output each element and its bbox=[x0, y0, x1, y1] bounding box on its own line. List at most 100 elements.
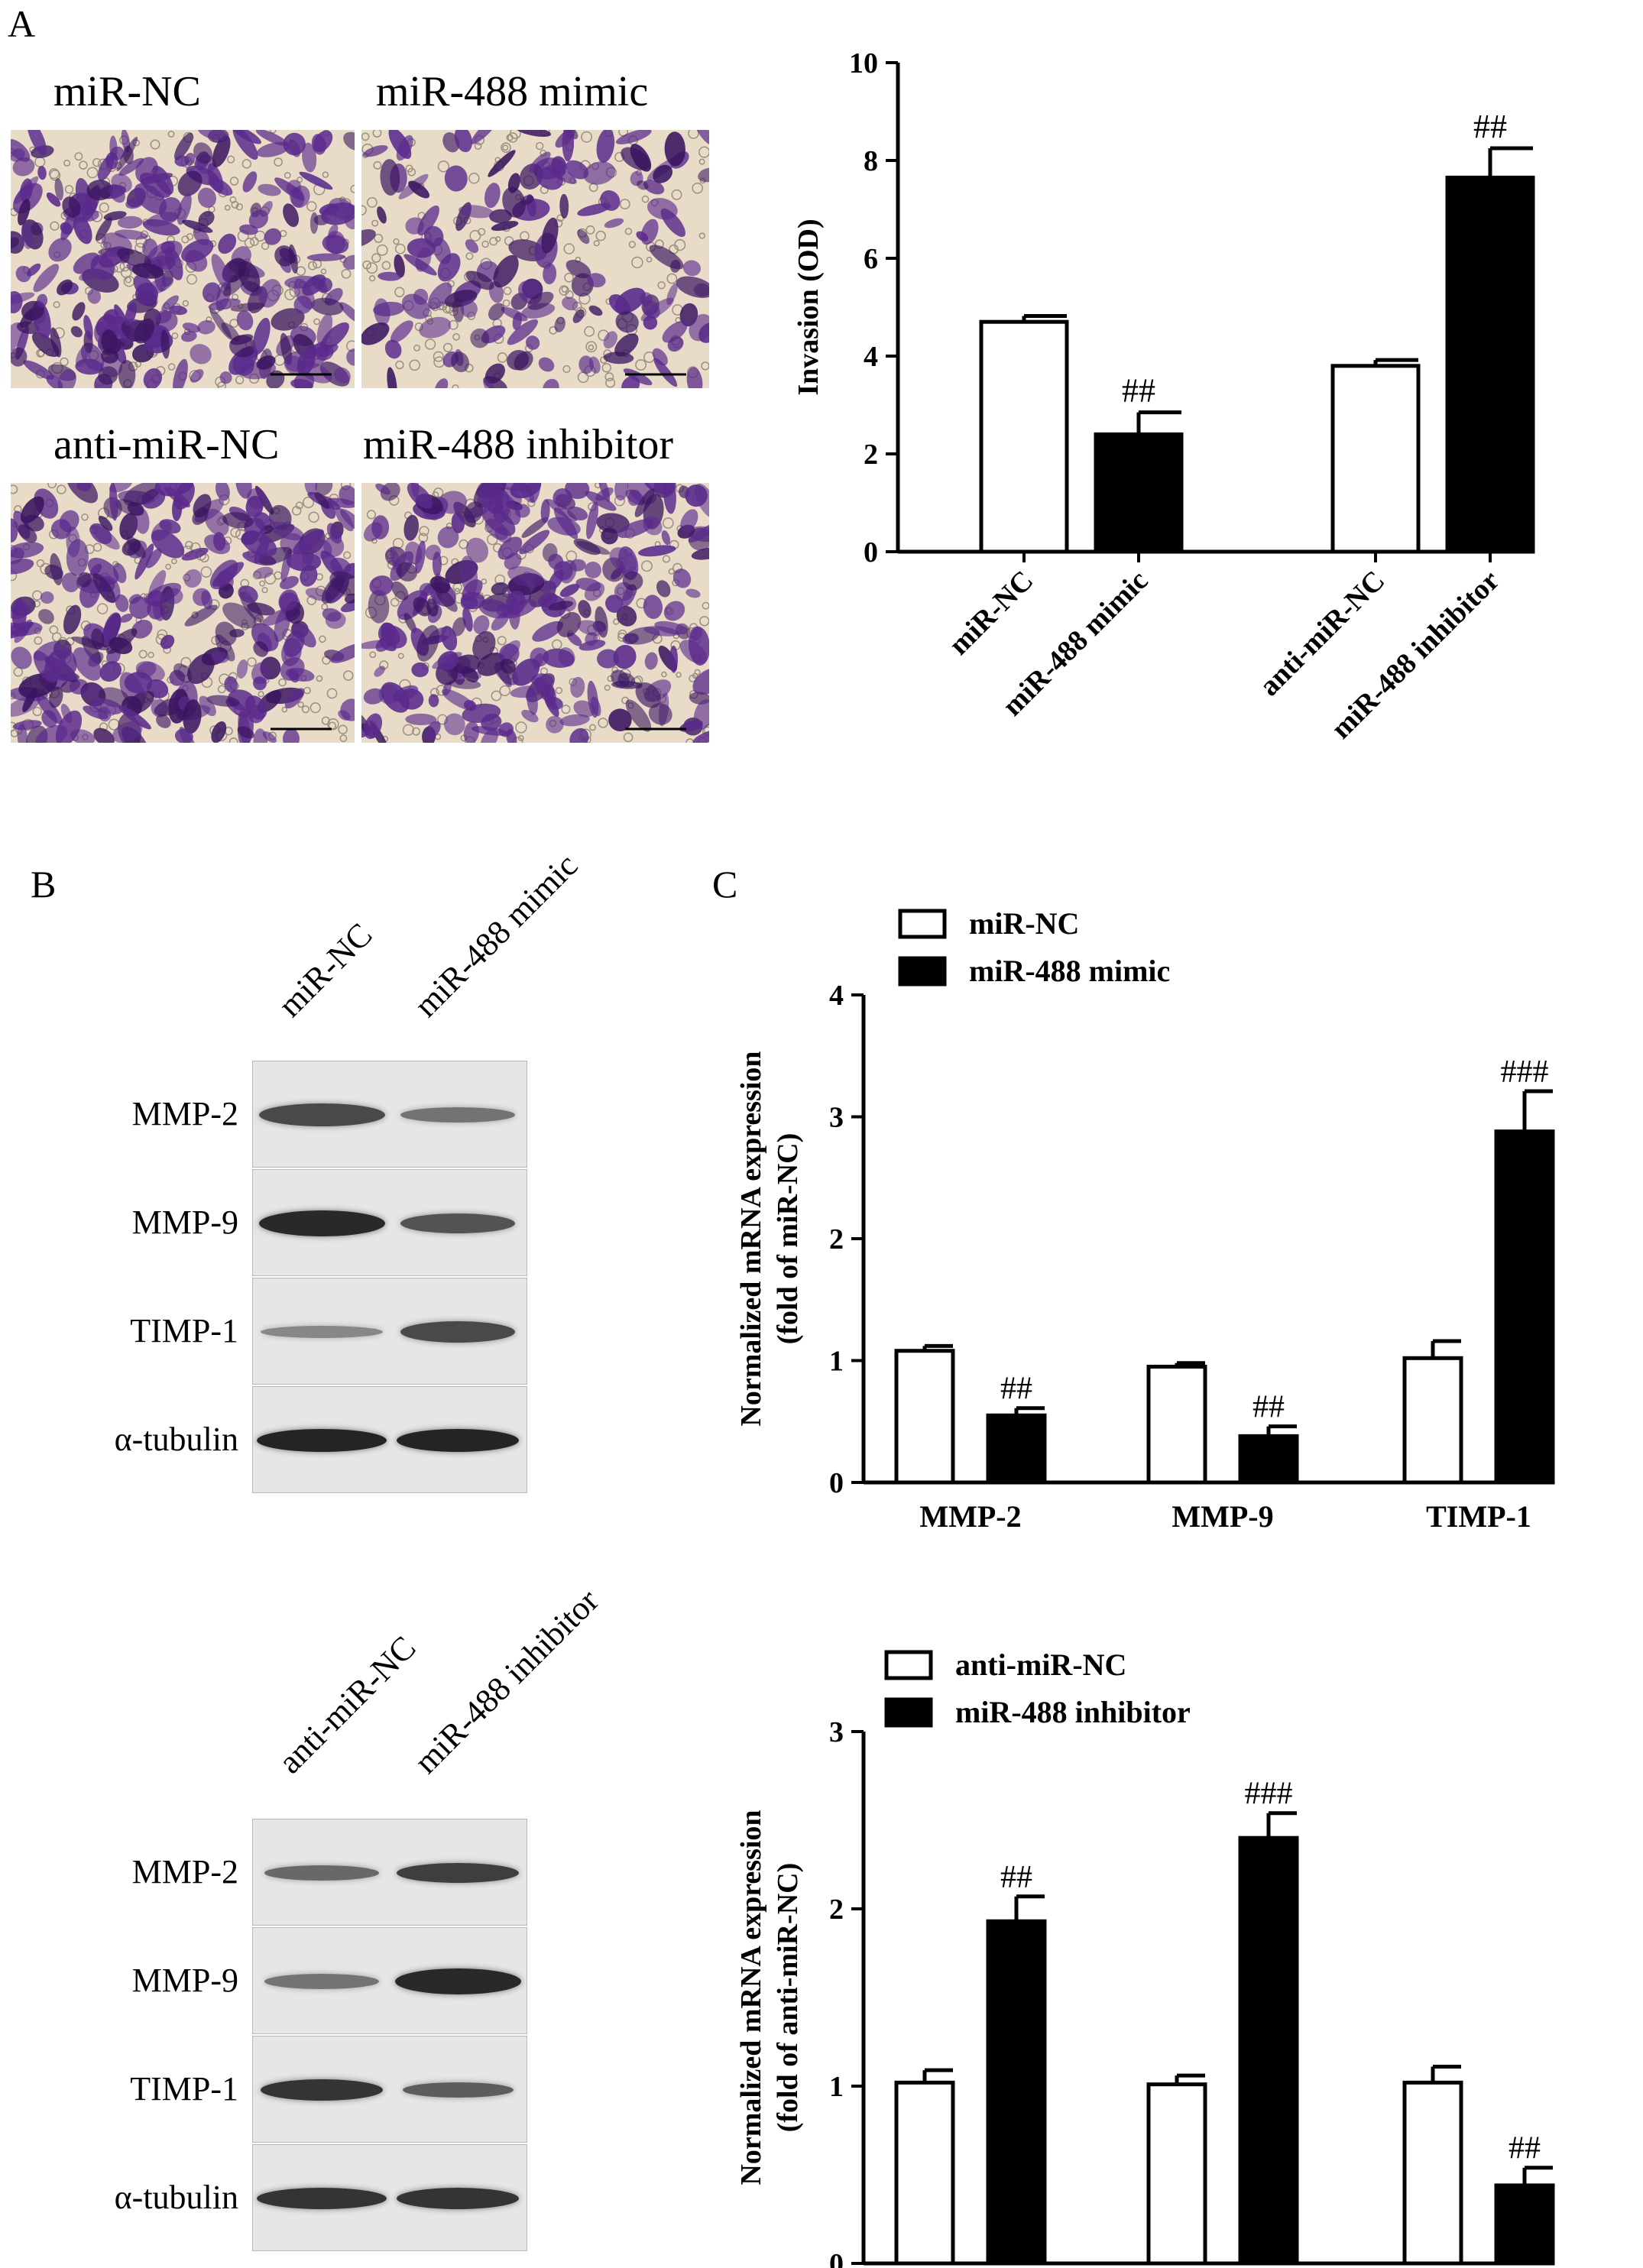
significance-label: ## bbox=[1509, 2131, 1541, 2166]
legend-label-mir-nc: miR-NC bbox=[969, 906, 1079, 941]
x-tick-label-mmp-2: MMP-2 bbox=[919, 1499, 1021, 1534]
bar-mmp-9-mir-nc bbox=[1146, 1364, 1207, 1485]
significance-label: ## bbox=[1000, 1372, 1032, 1407]
blot-band bbox=[258, 1210, 385, 1236]
bar-mir-nc bbox=[979, 319, 1069, 554]
blot-band bbox=[400, 1107, 515, 1123]
bar-mmp-2-mir-488-inhibitor bbox=[986, 1919, 1047, 2266]
y-axis-label-secondary: (fold of miR-NC) bbox=[772, 1133, 804, 1345]
blot-strip-mmp-2 bbox=[252, 1819, 527, 1926]
blot-band bbox=[264, 1865, 379, 1881]
significance-label: ### bbox=[1245, 1777, 1293, 1812]
mrna-chart-mrna-mimic: 0 1 2 3 4 Normalized mRNA expression (fold of … bbox=[735, 906, 1555, 1534]
micrograph-image-anti-mir-nc bbox=[11, 483, 355, 743]
micrograph-image-mir-nc bbox=[11, 130, 355, 388]
legend-swatch-anti-mir-nc bbox=[884, 1650, 933, 1680]
micrograph-label-anti-mir-nc: anti-miR-NC bbox=[53, 421, 280, 468]
y-tick-label: 2 bbox=[829, 1223, 844, 1256]
blot-band bbox=[397, 2188, 519, 2209]
blot-row-label-timp-1: TIMP-1 bbox=[130, 2070, 238, 2108]
significance-label: ## bbox=[1122, 372, 1155, 410]
blot-band bbox=[257, 1429, 387, 1452]
micrograph-label-mir-488-mimic: miR-488 mimic bbox=[376, 68, 649, 115]
legend-label-mir-488-inhibitor: miR-488 inhibitor bbox=[955, 1695, 1191, 1729]
y-axis-label: Normalized mRNA expression bbox=[735, 1051, 767, 1426]
x-tick-label-mir-nc: miR-NC bbox=[943, 565, 1040, 662]
bar-mir-488-mimic bbox=[1094, 432, 1184, 554]
blot-band bbox=[394, 1968, 521, 1994]
bar-mir-488-inhibitor bbox=[1445, 175, 1535, 554]
blot-band bbox=[400, 1321, 515, 1343]
y-tick-label: 8 bbox=[864, 145, 878, 177]
blot-row-label-mmp-9: MMP-9 bbox=[131, 1962, 238, 1999]
legend-label-anti-mir-nc: anti-miR-NC bbox=[955, 1648, 1126, 1682]
y-axis-label-secondary: (fold of anti-miR-NC) bbox=[772, 1863, 804, 2133]
blot-strip-timp-1 bbox=[252, 1278, 527, 1385]
y-tick-label: 4 bbox=[864, 341, 878, 373]
y-tick-label: 1 bbox=[829, 1346, 844, 1378]
blot-row-label-mmp-2: MMP-2 bbox=[131, 1853, 238, 1891]
blot-strip-tubulin bbox=[252, 1386, 527, 1493]
x-tick-label-timp-1: TIMP-1 bbox=[1426, 1499, 1531, 1534]
bar-timp-1-mir-nc bbox=[1402, 1356, 1463, 1485]
panel-letter-b: B bbox=[31, 863, 57, 906]
significance-label: ## bbox=[1253, 1390, 1285, 1425]
legend-swatch-mir-nc bbox=[898, 909, 947, 939]
blot-row-label-tubulin: α-tubulin bbox=[114, 2179, 238, 2216]
y-axis-label: Invasion (OD) bbox=[792, 219, 825, 395]
blot-band bbox=[397, 1863, 519, 1883]
micrograph-label-mir-nc: miR-NC bbox=[53, 68, 201, 115]
bar-timp-1-mir-488-mimic bbox=[1494, 1129, 1555, 1485]
blot-band bbox=[264, 1974, 379, 1989]
panel-letter-c: C bbox=[712, 863, 738, 906]
y-tick-label: 0 bbox=[864, 536, 878, 569]
legend-swatch-mir-488-mimic bbox=[898, 956, 947, 987]
blot-band bbox=[257, 2188, 387, 2209]
y-tick-label: 3 bbox=[829, 1102, 844, 1134]
blot-band bbox=[261, 1326, 383, 1338]
y-tick-label: 3 bbox=[829, 1716, 844, 1748]
bar-anti-mir-nc bbox=[1330, 364, 1421, 554]
blot-strip-mmp-9 bbox=[252, 1927, 527, 2034]
blot-band bbox=[258, 1103, 385, 1126]
y-tick-label: 6 bbox=[864, 243, 878, 275]
y-tick-label: 1 bbox=[829, 2071, 844, 2103]
y-tick-label: 2 bbox=[829, 1894, 844, 1926]
legend-label-mir-488-mimic: miR-488 mimic bbox=[969, 954, 1170, 988]
legend-swatch-mir-488-inhibitor bbox=[884, 1697, 933, 1728]
bar-timp-1-mir-488-inhibitor bbox=[1494, 2183, 1555, 2266]
blot-band bbox=[400, 1213, 515, 1233]
blot-strip-tubulin bbox=[252, 2144, 527, 2251]
micrograph-texture bbox=[361, 483, 709, 743]
blot-row-label-tubulin: α-tubulin bbox=[114, 1421, 238, 1458]
bar-mmp-9-mir-488-mimic bbox=[1238, 1434, 1299, 1485]
y-tick-label: 2 bbox=[864, 439, 878, 471]
y-axis-label: Normalized mRNA expression bbox=[735, 1810, 767, 2185]
y-tick-label: 10 bbox=[849, 47, 878, 79]
significance-label: ### bbox=[1501, 1055, 1549, 1090]
micrograph-image-mir-488-inhibitor bbox=[361, 483, 709, 743]
bar-mmp-9-anti-mir-nc bbox=[1146, 2082, 1207, 2266]
blot-row-label-mmp-9: MMP-9 bbox=[131, 1204, 238, 1241]
y-tick-label: 0 bbox=[829, 2248, 844, 2268]
panel-letter-a: A bbox=[8, 2, 36, 45]
blot-band bbox=[261, 2079, 383, 2101]
mrna-chart-mrna-inhibitor: 0 1 2 3 Normalized mRNA expression (fold of a… bbox=[735, 1648, 1555, 2268]
blot-strip-timp-1 bbox=[252, 2036, 527, 2143]
blot-strip-mmp-9 bbox=[252, 1169, 527, 1276]
micrograph-texture bbox=[361, 130, 709, 388]
micrograph-texture bbox=[11, 130, 355, 388]
y-tick-label: 0 bbox=[829, 1467, 844, 1499]
bar-timp-1-anti-mir-nc bbox=[1402, 2080, 1463, 2266]
blot-strip-mmp-2 bbox=[252, 1061, 527, 1168]
y-tick-label: 4 bbox=[829, 980, 844, 1012]
bar-mmp-2-mir-488-mimic bbox=[986, 1413, 1047, 1485]
blot-row-label-timp-1: TIMP-1 bbox=[130, 1312, 238, 1349]
blot-row-label-mmp-2: MMP-2 bbox=[131, 1095, 238, 1132]
significance-label: ## bbox=[1000, 1860, 1032, 1895]
bar-mmp-9-mir-488-inhibitor bbox=[1238, 1835, 1299, 2266]
bar-mmp-2-anti-mir-nc bbox=[894, 2080, 955, 2266]
bar-mmp-2-mir-nc bbox=[894, 1349, 955, 1485]
